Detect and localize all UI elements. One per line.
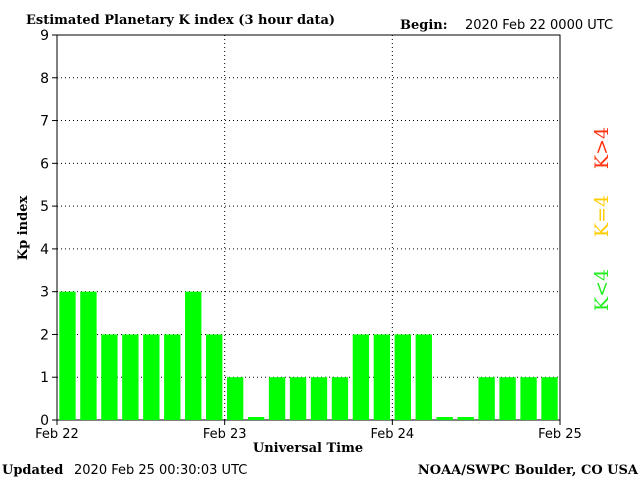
- kp-bar: [436, 417, 453, 420]
- begin-value: 2020 Feb 22 0000 UTC: [465, 18, 613, 33]
- kp-bar: [499, 377, 516, 420]
- kp-bar: [541, 377, 558, 420]
- legend-k-gt-4: K>4: [591, 127, 613, 169]
- kp-bar: [310, 377, 328, 420]
- y-tick-label: 7: [40, 114, 49, 130]
- kp-bar: [394, 334, 411, 420]
- kp-bar: [457, 417, 474, 420]
- kp-bar: [59, 291, 76, 420]
- legend-k-eq-4: K=4: [591, 195, 613, 237]
- kp-bar: [122, 334, 139, 420]
- y-tick-label: 4: [40, 242, 49, 258]
- y-tick-label: 1: [40, 370, 49, 386]
- x-tick-label: Feb 24: [370, 427, 414, 442]
- kp-bar: [268, 377, 286, 420]
- chart-title: Estimated Planetary K index (3 hour data…: [26, 13, 335, 28]
- x-tick-label: Feb 22: [35, 427, 79, 442]
- kp-bar: [352, 334, 370, 420]
- x-tick-label: Feb 23: [203, 427, 247, 442]
- y-tick-label: 0: [40, 413, 49, 429]
- source-credit: NOAA/SWPC Boulder, CO USA: [418, 463, 639, 478]
- kp-bar: [520, 377, 537, 420]
- y-tick-label: 5: [40, 199, 49, 215]
- y-ticks: 0 1 2 3 4 5 6 7 8 9: [40, 28, 49, 429]
- kp-bar: [101, 334, 118, 420]
- kp-bar: [373, 334, 391, 420]
- kp-bar: [289, 377, 307, 420]
- kp-bar: [143, 334, 160, 420]
- x-tick-label: Feb 25: [538, 427, 582, 442]
- updated-value: 2020 Feb 25 00:30:03 UTC: [74, 463, 247, 478]
- kp-bar: [80, 291, 97, 420]
- y-tick-label: 9: [40, 28, 49, 44]
- begin-label: Begin:: [400, 18, 448, 33]
- kp-bar: [331, 377, 349, 420]
- kp-bar: [478, 377, 495, 420]
- legend-k-lt-4: K<4: [591, 269, 613, 311]
- y-tick-label: 2: [40, 327, 49, 343]
- kp-bar: [415, 334, 432, 420]
- x-ticks: Feb 22 Feb 23 Feb 24 Feb 25: [35, 427, 582, 442]
- updated-label: Updated: [2, 463, 63, 478]
- kp-bar: [206, 334, 223, 420]
- y-tick-label: 6: [40, 156, 49, 172]
- x-axis-label: Universal Time: [253, 441, 363, 456]
- y-axis-label: Kp index: [16, 196, 31, 261]
- grid: [52, 34, 561, 425]
- y-tick-label: 8: [40, 71, 49, 87]
- y-tick-label: 3: [40, 285, 49, 301]
- kp-bar: [164, 334, 181, 420]
- kp-bar: [226, 377, 244, 420]
- kp-bar: [247, 417, 265, 420]
- plot-frame: [56, 34, 561, 421]
- kp-bar: [185, 291, 202, 420]
- bars: [59, 291, 558, 420]
